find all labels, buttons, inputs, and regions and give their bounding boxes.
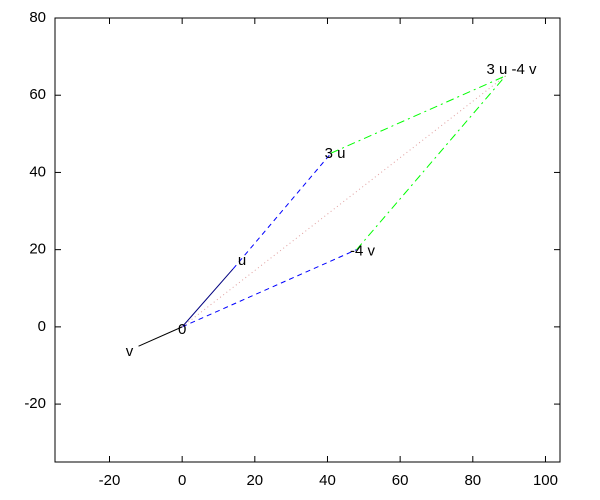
point-label: v: [126, 343, 134, 360]
x-tick-label: 40: [319, 472, 336, 489]
y-tick-label: 0: [38, 318, 46, 335]
vector-segment: [232, 152, 332, 270]
y-tick-label: 20: [29, 241, 46, 258]
point-label: -4 v: [350, 243, 376, 260]
y-tick-label: 40: [29, 163, 46, 180]
x-tick-label: 60: [392, 472, 409, 489]
point-label: 3 u -4 v: [486, 61, 537, 78]
plot-frame: [54, 17, 561, 463]
x-tick-label: 0: [178, 472, 186, 489]
x-tick-label: 100: [533, 472, 558, 489]
vector-segment: [181, 268, 234, 328]
y-tick-label: 80: [29, 9, 46, 26]
point-label: 3 u: [325, 145, 346, 162]
vector-segment: [138, 326, 183, 347]
x-tick-label: 20: [246, 472, 263, 489]
point-label: 0: [178, 321, 186, 338]
y-tick-label: -20: [24, 395, 46, 412]
vector-segment: [330, 75, 506, 154]
x-tick-label: 80: [464, 472, 481, 489]
vector-segment: [356, 75, 506, 250]
point-label: u: [238, 252, 246, 269]
y-tick-label: 60: [29, 86, 46, 103]
x-tick-label: -20: [99, 472, 121, 489]
vector-segment: [181, 249, 357, 328]
vector-segment: [181, 75, 506, 328]
